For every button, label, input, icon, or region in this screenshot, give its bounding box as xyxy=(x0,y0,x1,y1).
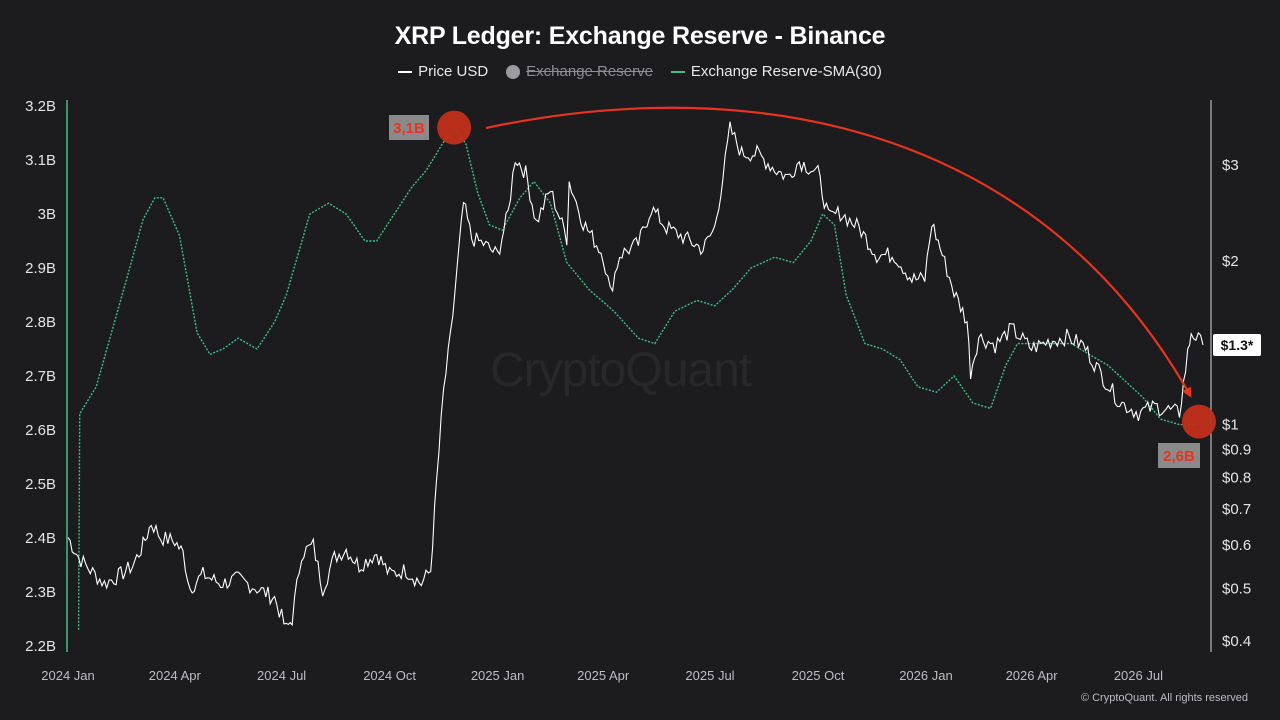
x-tick-label: 2026 Apr xyxy=(1006,668,1059,683)
y-right-tick-label: $2 xyxy=(1222,253,1239,270)
y-right-tick-label: $0.5 xyxy=(1222,580,1251,597)
x-tick-label: 2024 Jul xyxy=(257,668,306,683)
current-price-label: $1.3* xyxy=(1221,337,1254,353)
y-left-tick-label: 2.5B xyxy=(25,476,56,493)
chart-legend: Price USD Exchange Reserve Exchange Rese… xyxy=(0,63,1280,80)
y-left-tick-label: 3.1B xyxy=(25,152,56,169)
y-right-tick-label: $1 xyxy=(1222,417,1239,434)
legend-line-price-icon xyxy=(398,70,413,73)
x-tick-label: 2026 Jan xyxy=(899,668,953,683)
legend-item-price[interactable]: Price USD xyxy=(398,63,488,80)
legend-label-reserve: Exchange Reserve xyxy=(526,63,653,80)
chart-title: XRP Ledger: Exchange Reserve - Binance xyxy=(394,22,886,50)
axes-layer: 3.2B 3.1B 3B 2.9B 2.8B 2.7B 2.6B 2.5B 2.4B 2.3B 2.… xyxy=(25,98,1261,683)
annotation-layer: 3,1B 2,6B xyxy=(389,106,1216,468)
trough-label: 2,6B xyxy=(1163,448,1195,465)
x-tick-label: 2025 Jul xyxy=(685,668,734,683)
y-right-tick-label: $0.9 xyxy=(1222,441,1251,458)
copyright-notice: © CryptoQuant. All rights reserved xyxy=(1080,692,1248,704)
price-series-line xyxy=(67,121,1204,627)
x-tick-label: 2025 Oct xyxy=(792,668,845,683)
y-left-tick-label: 2.4B xyxy=(25,530,56,547)
y-right-tick-label: $0.8 xyxy=(1222,469,1251,486)
trough-marker xyxy=(1182,404,1216,439)
y-right-tick-label: $3 xyxy=(1222,157,1239,174)
current-price-tag xyxy=(1213,334,1261,357)
y-right-tick-label: $0.7 xyxy=(1222,501,1251,518)
y-right-tick-label: $0.4 xyxy=(1222,633,1251,650)
sma-series-line xyxy=(77,126,1198,630)
trend-arrow xyxy=(485,106,1192,398)
trough-label-box xyxy=(1158,443,1200,468)
y-left-tick-label: 2.6B xyxy=(25,422,56,439)
x-tick-label: 2024 Jan xyxy=(41,668,95,683)
x-tick-label: 2025 Jan xyxy=(471,668,525,683)
legend-label-sma: Exchange Reserve-SMA(30) xyxy=(690,63,882,80)
y-left-tick-label: 2.8B xyxy=(25,314,56,331)
y-left-tick-label: 2.7B xyxy=(25,368,56,385)
series-layer xyxy=(67,121,1204,630)
legend-line-sma-icon xyxy=(670,70,685,73)
peak-marker xyxy=(437,110,472,145)
y-left-tick-label: 3B xyxy=(38,206,56,223)
y-left-tick-label: 3.2B xyxy=(25,98,56,115)
y-right-tick-label: $0.6 xyxy=(1222,537,1251,554)
legend-label-price: Price USD xyxy=(418,63,489,80)
x-tick-label: 2024 Oct xyxy=(363,668,416,683)
x-tick-label: 2024 Apr xyxy=(149,668,202,683)
legend-item-sma[interactable]: Exchange Reserve-SMA(30) xyxy=(670,63,882,80)
y-left-tick-label: 2.2B xyxy=(25,638,56,655)
y-left-tick-label: 2.9B xyxy=(25,260,56,277)
peak-label-box xyxy=(389,115,429,140)
x-tick-label: 2025 Apr xyxy=(577,668,630,683)
y-left-tick-label: 2.3B xyxy=(25,584,56,601)
watermark: CryptoQuant xyxy=(490,344,752,397)
legend-item-reserve[interactable]: Exchange Reserve xyxy=(506,63,653,80)
peak-label: 3,1B xyxy=(393,120,425,137)
x-tick-label: 2026 Jul xyxy=(1114,668,1163,683)
legend-dot-reserve-icon xyxy=(506,64,521,79)
